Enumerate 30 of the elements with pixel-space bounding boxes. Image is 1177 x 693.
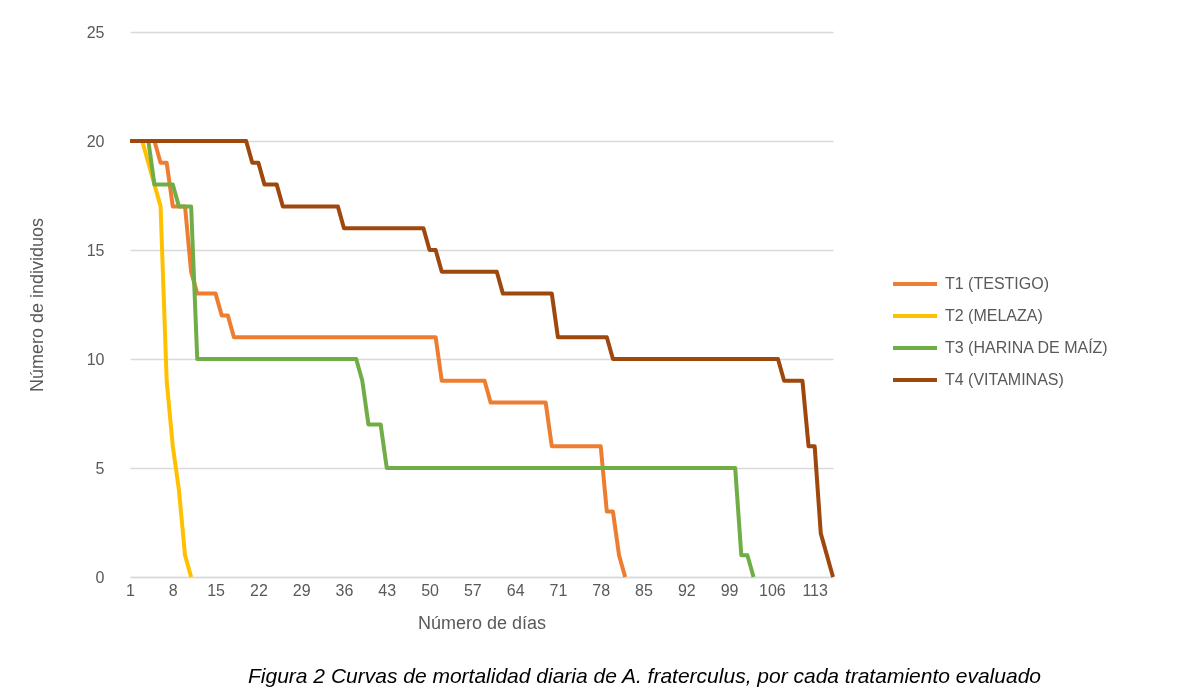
y-tick-label: 25	[86, 23, 105, 41]
x-tick-label: 1	[126, 581, 136, 599]
x-tick-label: 106	[759, 581, 786, 599]
x-axis-title: Número de días	[417, 612, 547, 633]
x-tick-label: 43	[378, 581, 397, 599]
x-tick-label: 50	[421, 581, 440, 599]
y-tick-label: 10	[86, 350, 105, 368]
x-tick-label: 22	[249, 581, 268, 599]
x-tick-label: 29	[292, 581, 311, 599]
text: Figura 2 Curvas de mortalidad diaria de A. fraterculus, por cada tratamiento evaluado	[248, 664, 1042, 687]
legend-label: T2 (MELAZA)	[945, 307, 1043, 324]
x-tick-label: 57	[463, 581, 482, 599]
x-tick-label: 85	[635, 581, 653, 599]
x-tick-label: 78	[592, 581, 611, 599]
x-tick-label: 64	[506, 581, 525, 599]
x-tick-label: 99	[720, 581, 739, 599]
x-tick-label: 71	[549, 581, 568, 599]
legend-label: T1 (TESTIGO)	[945, 275, 1049, 292]
x-tick-label: 15	[207, 581, 226, 599]
x-tick-label: 36	[335, 581, 354, 599]
y-axis-title: Número de individuos	[26, 217, 47, 393]
y-tick-label: 0	[95, 568, 105, 586]
x-tick-label: 8	[168, 581, 178, 599]
y-tick-label: 15	[86, 241, 105, 259]
x-tick-label: 113	[802, 581, 829, 599]
x-tick-label: 92	[677, 581, 696, 599]
legend-label: T4 (VITAMINAS)	[945, 371, 1064, 388]
y-tick-label: 20	[86, 132, 105, 150]
y-tick-label: 5	[95, 459, 105, 477]
legend-label: T3 (HARINA DE MAÍZ)	[945, 338, 1108, 356]
